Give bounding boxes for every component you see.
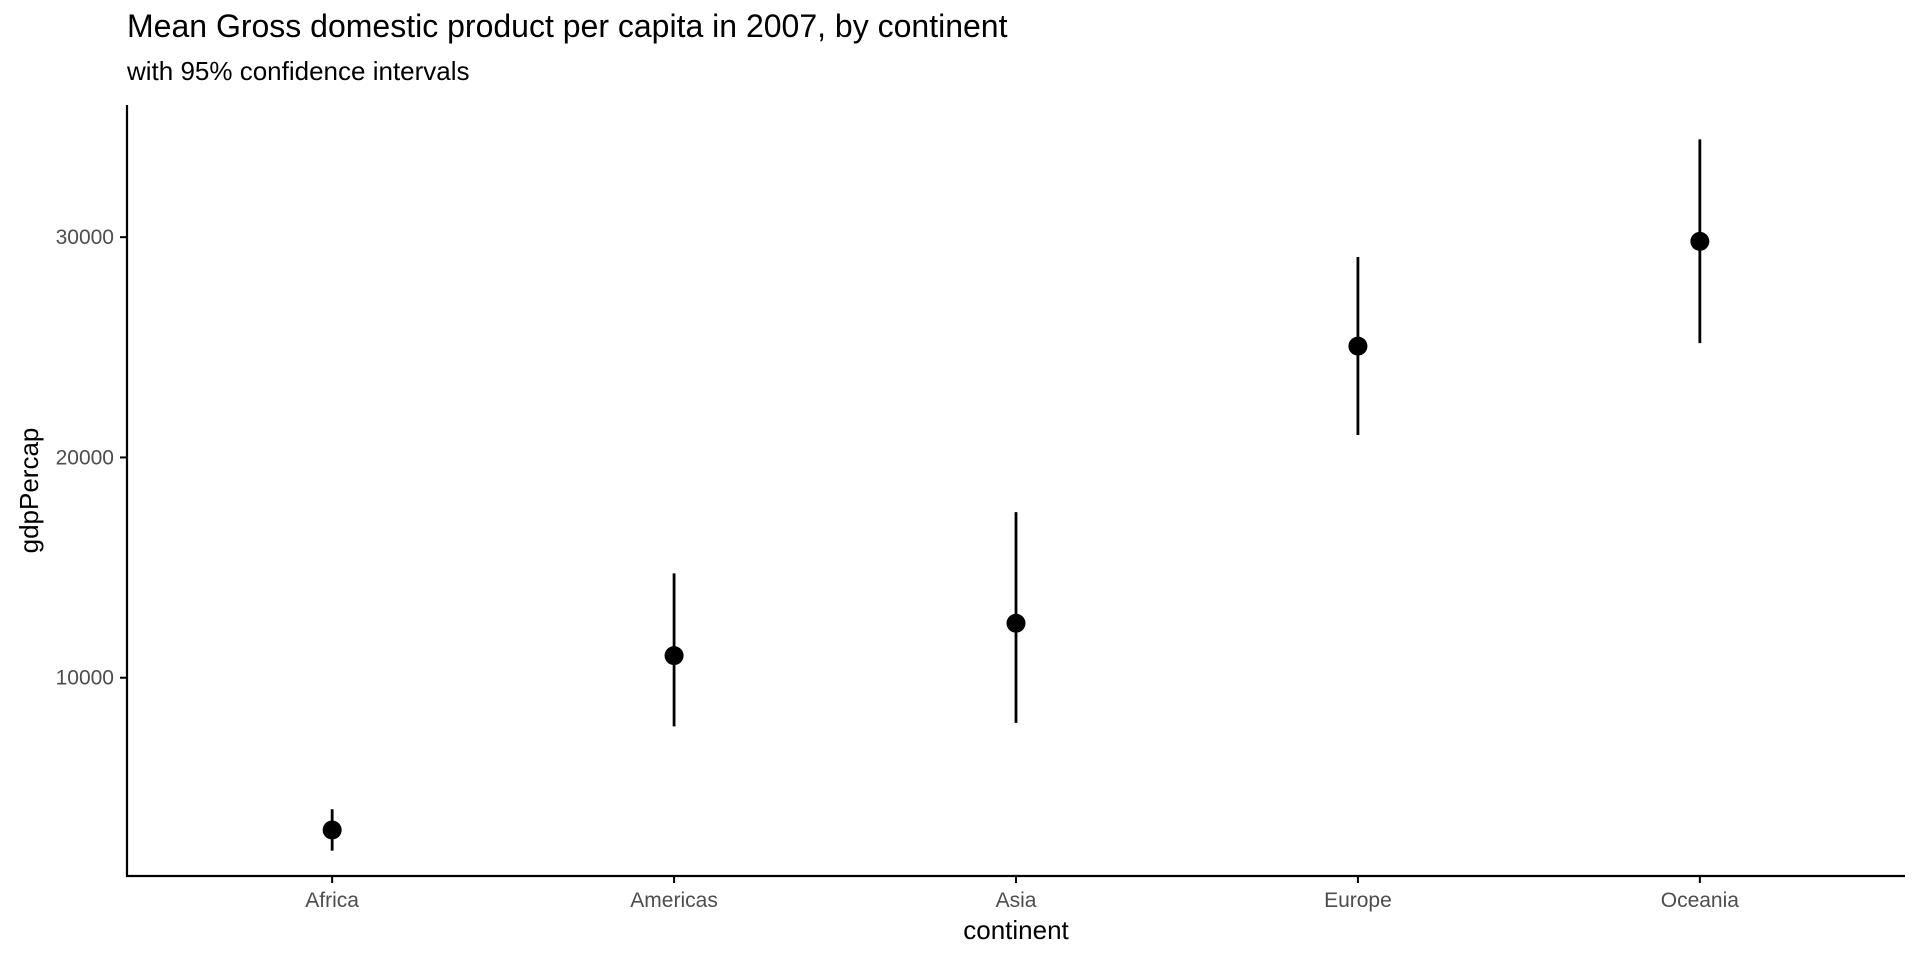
data-point (1348, 336, 1368, 356)
y-axis-title: gdpPercap (14, 428, 44, 554)
chart-title: Mean Gross domestic product per capita i… (127, 8, 1008, 44)
x-tick-label: Asia (996, 889, 1037, 912)
x-tick-label: Europe (1324, 889, 1392, 912)
x-tick-label: Americas (630, 889, 718, 912)
x-axis-title: continent (963, 915, 1069, 945)
x-tick-label: Oceania (1661, 889, 1740, 912)
x-axis-ticks: Africa Americas Asia Europe Oceania (305, 876, 1739, 912)
data-point (1006, 613, 1026, 633)
data-point (664, 646, 684, 666)
y-tick-label: 30000 (56, 226, 114, 249)
y-tick-label: 10000 (56, 667, 114, 690)
data-point (322, 820, 342, 840)
data-point (1690, 231, 1710, 251)
y-axis-ticks: 10000 20000 30000 (56, 226, 127, 690)
chart-subtitle: with 95% confidence intervals (127, 56, 470, 86)
y-tick-label: 20000 (56, 446, 114, 469)
x-tick-label: Africa (305, 889, 359, 912)
chart-marks (322, 139, 1710, 851)
